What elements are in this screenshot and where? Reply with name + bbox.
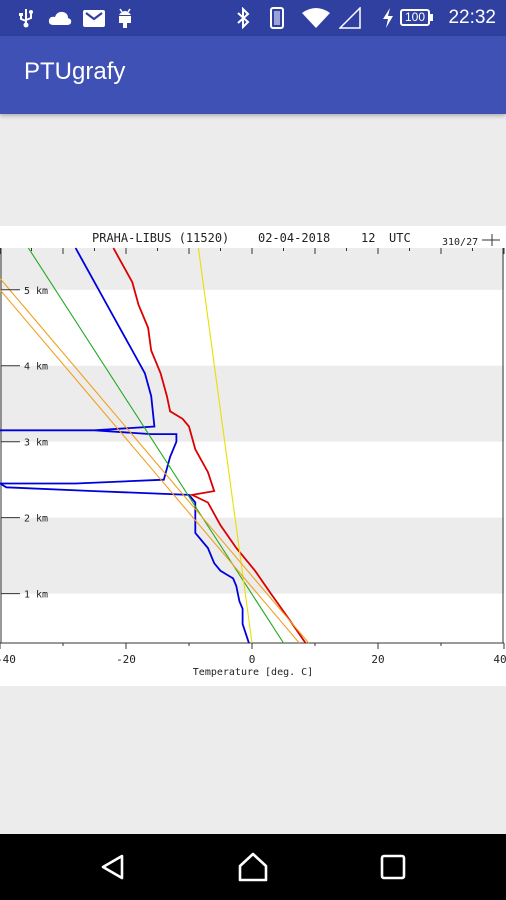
status-bar: 100 22:32 (0, 0, 506, 36)
app-title: PTUgrafy (24, 58, 126, 85)
vibrate-icon (266, 0, 288, 36)
chart-series (0, 247, 310, 644)
sounding-hour: 12 (361, 231, 375, 245)
bluetooth-icon (232, 0, 254, 36)
navigation-bar (0, 834, 506, 900)
height-label: 5 km (24, 286, 48, 297)
charging-icon (378, 0, 398, 36)
home-icon (238, 852, 268, 882)
x-tick-label: 20 (371, 653, 384, 666)
android-debug-icon (114, 0, 136, 36)
height-label: 2 km (24, 514, 48, 525)
back-button[interactable] (78, 834, 148, 900)
x-tick-label: 40 (493, 653, 506, 666)
recents-button[interactable] (358, 834, 428, 900)
wind-label: 310/27 (442, 237, 478, 248)
signal-icon (338, 0, 362, 36)
series-line-2 (0, 247, 250, 644)
x-ticks: -40 -20 0 20 40 (0, 643, 506, 666)
x-tick-label: -20 (116, 653, 136, 666)
height-label: 1 km (24, 590, 48, 601)
sounding-date: 02-04-2018 (258, 231, 330, 245)
height-band-3 (0, 248, 504, 290)
x-tick-label: -40 (0, 653, 16, 666)
height-band-1 (0, 517, 504, 594)
recents-icon (380, 854, 406, 880)
status-time: 22:32 (448, 7, 496, 28)
usb-icon (14, 0, 38, 36)
back-icon (101, 854, 124, 880)
sounding-chart[interactable]: PRAHA-LIBUS (11520) 02-04-2018 12 UTC 31… (0, 226, 506, 686)
height-label: 4 km (24, 362, 48, 373)
sounding-chart-svg: PRAHA-LIBUS (11520) 02-04-2018 12 UTC 31… (0, 231, 506, 678)
series-line-3 (27, 247, 284, 644)
home-button[interactable] (218, 834, 288, 900)
gmail-icon (82, 0, 106, 36)
wifi-icon (300, 0, 332, 36)
station-title: PRAHA-LIBUS (11520) (92, 231, 229, 245)
cloud-icon (46, 0, 74, 36)
sounding-utc: UTC (389, 231, 411, 245)
x-tick-label: 0 (249, 653, 256, 666)
battery-icon: 100 (400, 9, 430, 26)
app-bar: PTUgrafy (0, 36, 506, 114)
x-axis-label: Temperature [deg. C] (193, 667, 313, 678)
battery-level: 100 (404, 10, 426, 24)
series-line-5 (0, 289, 300, 644)
height-bands (0, 248, 504, 594)
height-label: 3 km (24, 438, 48, 449)
series-line-1 (112, 247, 307, 644)
battery-tip (430, 14, 433, 21)
height-labels: 1 km 2 km 3 km 4 km 5 km (1, 286, 48, 601)
series-line-6 (0, 278, 310, 644)
